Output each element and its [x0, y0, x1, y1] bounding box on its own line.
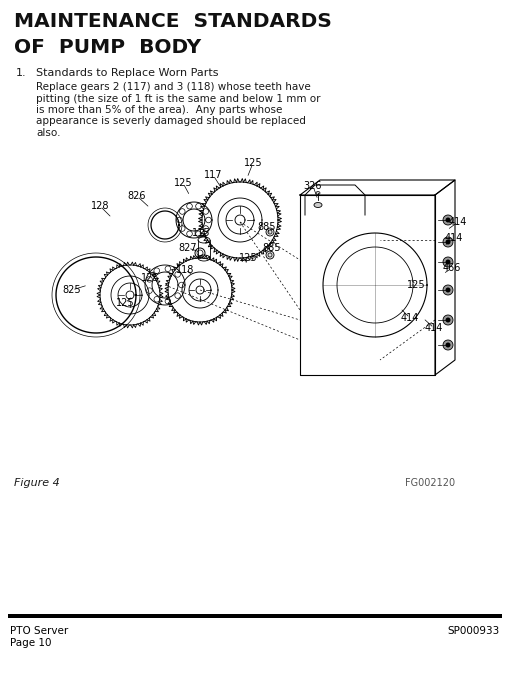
Text: 115: 115 — [191, 228, 210, 238]
Text: 125: 125 — [116, 298, 134, 308]
Text: 125: 125 — [238, 253, 257, 263]
Circle shape — [445, 259, 449, 265]
Text: MAINTENANCE  STANDARDS: MAINTENANCE STANDARDS — [14, 12, 331, 31]
Text: FG002120: FG002120 — [404, 478, 454, 488]
Text: 826: 826 — [127, 191, 146, 201]
Text: 125: 125 — [140, 273, 159, 283]
Text: Standards to Replace Worn Parts: Standards to Replace Worn Parts — [36, 68, 218, 78]
Circle shape — [445, 240, 449, 244]
Ellipse shape — [314, 202, 321, 208]
Text: 825: 825 — [63, 285, 81, 295]
Text: 117: 117 — [204, 170, 222, 180]
Text: 885: 885 — [257, 222, 276, 232]
Circle shape — [266, 251, 273, 259]
Text: 1.: 1. — [16, 68, 26, 78]
Text: Replace gears 2 (117) and 3 (118) whose teeth have: Replace gears 2 (117) and 3 (118) whose … — [36, 82, 310, 92]
Bar — [8, 614, 501, 618]
Text: pitting (the size of 1 ft is the same and below 1 mm or: pitting (the size of 1 ft is the same an… — [36, 94, 320, 103]
Circle shape — [442, 215, 452, 225]
Text: 414: 414 — [444, 233, 462, 243]
Text: 827: 827 — [178, 243, 197, 253]
Text: 118: 118 — [176, 265, 194, 275]
Text: 125: 125 — [406, 280, 425, 290]
Text: also.: also. — [36, 128, 61, 138]
Circle shape — [442, 285, 452, 295]
Text: 414: 414 — [400, 313, 418, 323]
Text: is more than 5% of the area).  Any parts whose: is more than 5% of the area). Any parts … — [36, 105, 282, 115]
Text: Figure 4: Figure 4 — [14, 478, 60, 488]
Circle shape — [442, 315, 452, 325]
Text: 125: 125 — [243, 158, 262, 168]
Circle shape — [442, 237, 452, 247]
Text: 326: 326 — [303, 181, 322, 191]
Text: Page 10: Page 10 — [10, 638, 51, 648]
Text: 125: 125 — [174, 178, 192, 188]
Circle shape — [266, 228, 273, 236]
Text: PTO Server: PTO Server — [10, 626, 68, 636]
Text: 414: 414 — [448, 217, 466, 227]
Text: 128: 128 — [91, 201, 109, 211]
Text: appearance is severly damaged should be replaced: appearance is severly damaged should be … — [36, 117, 305, 126]
Text: SP000933: SP000933 — [447, 626, 499, 636]
Text: 414: 414 — [424, 323, 442, 333]
Text: OF  PUMP  BODY: OF PUMP BODY — [14, 38, 201, 57]
Ellipse shape — [316, 191, 319, 194]
Circle shape — [445, 342, 449, 348]
Circle shape — [445, 217, 449, 223]
Text: 885: 885 — [262, 243, 280, 253]
Circle shape — [442, 340, 452, 350]
Circle shape — [442, 257, 452, 267]
Text: 466: 466 — [442, 263, 460, 273]
Circle shape — [445, 318, 449, 323]
Circle shape — [445, 287, 449, 293]
